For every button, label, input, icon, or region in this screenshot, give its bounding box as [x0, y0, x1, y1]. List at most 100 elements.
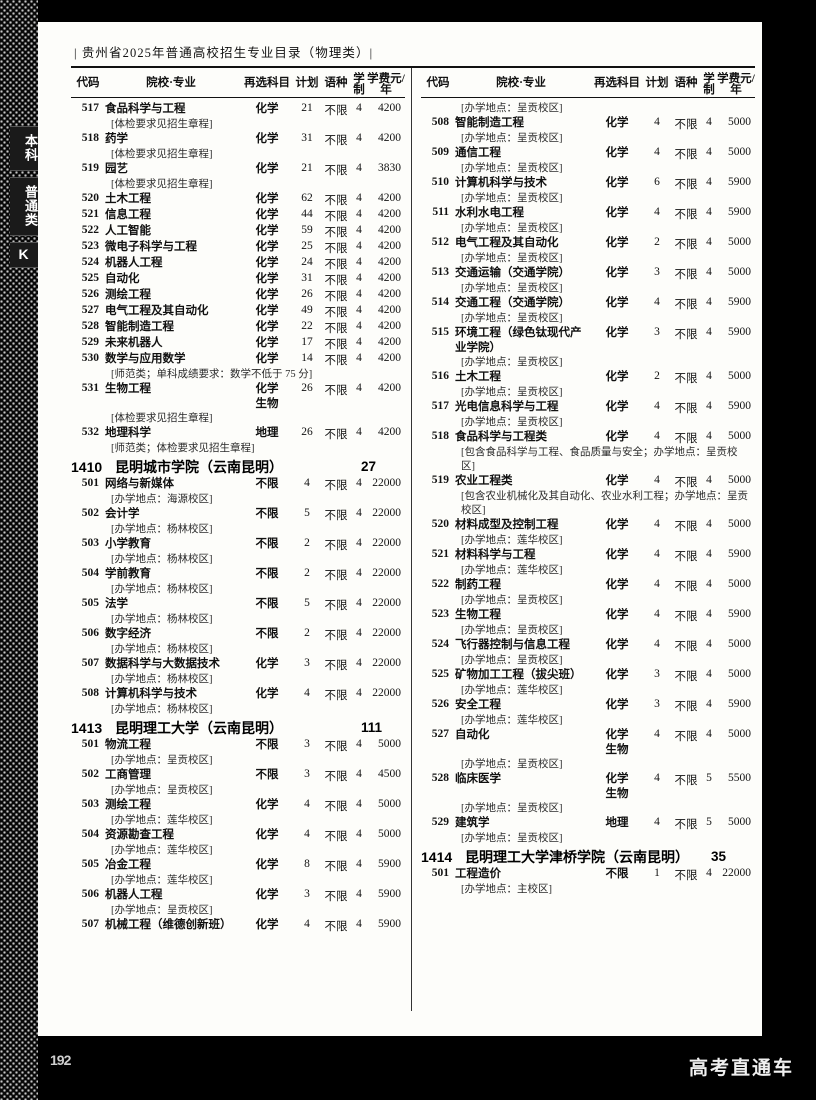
major-row[interactable]: 525 自动化 化学 31 不限 4 4200 — [71, 272, 405, 288]
major-row[interactable]: 510 计算机科学与技术 化学 6 不限 4 5900 — [421, 176, 755, 192]
header-code: 代码 — [76, 77, 100, 89]
major-fee: 5000 — [728, 266, 751, 278]
major-row[interactable]: 524 机器人工程 化学 24 不限 4 4200 — [71, 256, 405, 272]
major-row[interactable]: 530 数学与应用数学 化学 14 不限 4 4200 — [71, 352, 405, 368]
major-row[interactable]: 517 光电信息科学与工程 化学 4 不限 4 5900 — [421, 400, 755, 416]
major-language: 不限 — [324, 540, 348, 552]
major-row[interactable]: 529 建筑学 地理 4 不限 5 5000 — [421, 816, 755, 832]
major-row[interactable]: 522 制药工程 化学 4 不限 4 5000 — [421, 578, 755, 594]
major-row[interactable]: 528 临床医学 化学 生物 4 不限 5 5500 — [421, 772, 755, 802]
major-subject: 化学 — [605, 519, 629, 531]
major-name: 土木工程 — [455, 371, 501, 383]
major-row[interactable]: 526 测绘工程 化学 26 不限 4 4200 — [71, 288, 405, 304]
major-language: 不限 — [674, 179, 698, 191]
major-years: 4 — [356, 477, 362, 489]
major-plan: 44 — [301, 208, 313, 220]
major-row[interactable]: 501 网络与新媒体 不限 4 不限 4 22000 — [71, 477, 405, 493]
major-row[interactable]: 502 工商管理 不限 3 不限 4 4500 — [71, 768, 405, 784]
major-code: 505 — [81, 858, 99, 870]
school-heading-row[interactable]: 1413 昆明理工大学（云南昆明） 111 — [71, 717, 405, 738]
major-row[interactable]: 504 学前教育 不限 2 不限 4 22000 — [71, 567, 405, 583]
major-row[interactable]: 519 园艺 化学 21 不限 4 3830 — [71, 162, 405, 178]
major-name: 测绘工程 — [105, 799, 151, 811]
major-code: 502 — [81, 507, 99, 519]
major-row[interactable]: 512 电气工程及其自动化 化学 2 不限 4 5000 — [421, 236, 755, 252]
major-row[interactable]: 521 材料科学与工程 化学 4 不限 4 5900 — [421, 548, 755, 564]
major-row[interactable]: 515 环境工程（绿色钛现代产业学院） 化学 3 不限 4 5900 — [421, 326, 755, 356]
major-code: 531 — [81, 382, 99, 394]
major-row[interactable]: 514 交通工程（交通学院） 化学 4 不限 4 5900 — [421, 296, 755, 312]
school-name: 昆明城市学院（云南昆明） — [115, 459, 283, 475]
major-row[interactable]: 507 机械工程（维德创新班） 化学 4 不限 4 5900 — [71, 918, 405, 934]
major-row[interactable]: 523 生物工程 化学 4 不限 4 5900 — [421, 608, 755, 624]
major-row[interactable]: 532 地理科学 地理 26 不限 4 4200 — [71, 426, 405, 442]
major-row[interactable]: 511 水利水电工程 化学 4 不限 4 5900 — [421, 206, 755, 222]
major-row[interactable]: 518 食品科学与工程类 化学 4 不限 4 5000 — [421, 430, 755, 446]
major-subject: 化学 — [605, 327, 629, 339]
major-note: [办学地点：莲华校区] — [111, 815, 213, 826]
major-row[interactable]: 509 通信工程 化学 4 不限 4 5000 — [421, 146, 755, 162]
major-name: 飞行器控制与信息工程 — [455, 639, 570, 651]
major-row[interactable]: 518 药学 化学 31 不限 4 4200 — [71, 132, 405, 148]
major-note: [办学地点：呈贡校区] — [461, 223, 563, 234]
major-fee: 4200 — [378, 224, 401, 236]
major-row[interactable]: 503 小学教育 不限 2 不限 4 22000 — [71, 537, 405, 553]
major-row[interactable]: 503 测绘工程 化学 4 不限 4 5000 — [71, 798, 405, 814]
major-row[interactable]: 507 数据科学与大数据技术 化学 3 不限 4 22000 — [71, 657, 405, 673]
major-row[interactable]: 505 法学 不限 5 不限 4 22000 — [71, 597, 405, 613]
side-tab-benke[interactable]: 本科 — [10, 126, 38, 171]
major-row[interactable]: 524 飞行器控制与信息工程 化学 4 不限 4 5000 — [421, 638, 755, 654]
side-tab-k[interactable]: K — [10, 242, 38, 268]
major-row[interactable]: 521 信息工程 化学 44 不限 4 4200 — [71, 208, 405, 224]
major-name: 食品科学与工程 — [105, 103, 186, 115]
major-row[interactable]: 516 土木工程 化学 2 不限 4 5000 — [421, 370, 755, 386]
major-plan: 4 — [654, 772, 660, 784]
major-plan: 26 — [301, 382, 313, 394]
major-row[interactable]: 502 会计学 不限 5 不限 4 22000 — [71, 507, 405, 523]
major-row[interactable]: 525 矿物加工工程（拔尖班） 化学 3 不限 4 5000 — [421, 668, 755, 684]
major-row[interactable]: 520 材料成型及控制工程 化学 4 不限 4 5000 — [421, 518, 755, 534]
major-plan: 2 — [654, 236, 660, 248]
major-row[interactable]: 519 农业工程类 化学 4 不限 4 5000 — [421, 474, 755, 490]
major-row[interactable]: 508 计算机科学与技术 化学 4 不限 4 22000 — [71, 687, 405, 703]
major-language: 不限 — [324, 243, 348, 255]
major-row[interactable]: 504 资源勘查工程 化学 4 不限 4 5000 — [71, 828, 405, 844]
major-row[interactable]: 527 自动化 化学 生物 4 不限 4 5000 — [421, 728, 755, 758]
major-row[interactable]: 501 物流工程 不限 3 不限 4 5000 — [71, 738, 405, 754]
major-plan: 24 — [301, 256, 313, 268]
major-plan: 4 — [654, 608, 660, 620]
major-row[interactable]: 508 智能制造工程 化学 4 不限 4 5000 — [421, 116, 755, 132]
major-row[interactable]: 531 生物工程 化学 生物 26 不限 4 4200 — [71, 382, 405, 412]
major-row[interactable]: 501 工程造价 不限 1 不限 4 22000 — [421, 867, 755, 883]
major-plan: 49 — [301, 304, 313, 316]
side-tab-putonglei[interactable]: 普通类 — [10, 177, 38, 236]
major-row[interactable]: 529 未来机器人 化学 17 不限 4 4200 — [71, 336, 405, 352]
major-code: 530 — [81, 352, 99, 364]
major-row[interactable]: 505 冶金工程 化学 8 不限 4 5900 — [71, 858, 405, 874]
major-row[interactable]: 526 安全工程 化学 3 不限 4 5900 — [421, 698, 755, 714]
major-language: 不限 — [674, 775, 698, 787]
major-row[interactable]: 527 电气工程及其自动化 化学 49 不限 4 4200 — [71, 304, 405, 320]
major-note: [办学地点：杨林校区] — [111, 674, 213, 685]
major-row[interactable]: 506 机器人工程 化学 3 不限 4 5900 — [71, 888, 405, 904]
major-years: 4 — [356, 768, 362, 780]
major-row[interactable]: 520 土木工程 化学 62 不限 4 4200 — [71, 192, 405, 208]
major-row[interactable]: 506 数字经济 不限 2 不限 4 22000 — [71, 627, 405, 643]
page-title: | 贵州省2025年普通高校招生专业目录（物理类）| — [74, 46, 374, 60]
major-years: 4 — [356, 627, 362, 639]
major-code: 504 — [81, 828, 99, 840]
major-note: [办学地点：杨林校区] — [111, 704, 213, 715]
school-heading-row[interactable]: 1410 昆明城市学院（云南昆明） 27 — [71, 456, 405, 477]
major-row[interactable]: 523 微电子科学与工程 化学 25 不限 4 4200 — [71, 240, 405, 256]
major-language: 不限 — [324, 355, 348, 367]
major-name: 食品科学与工程类 — [455, 431, 547, 443]
school-heading-row[interactable]: 1414 昆明理工大学津桥学院（云南昆明） 35 — [421, 846, 755, 867]
major-row[interactable]: 517 食品科学与工程 化学 21 不限 4 4200 — [71, 102, 405, 118]
school-total-plan: 111 — [361, 720, 383, 735]
major-row[interactable]: 522 人工智能 化学 59 不限 4 4200 — [71, 224, 405, 240]
major-fee: 5900 — [378, 918, 401, 930]
major-note: [办学地点：呈贡校区] — [461, 133, 563, 144]
major-name: 材料科学与工程 — [455, 549, 536, 561]
major-row[interactable]: 513 交通运输（交通学院） 化学 3 不限 4 5000 — [421, 266, 755, 282]
major-row[interactable]: 528 智能制造工程 化学 22 不限 4 4200 — [71, 320, 405, 336]
